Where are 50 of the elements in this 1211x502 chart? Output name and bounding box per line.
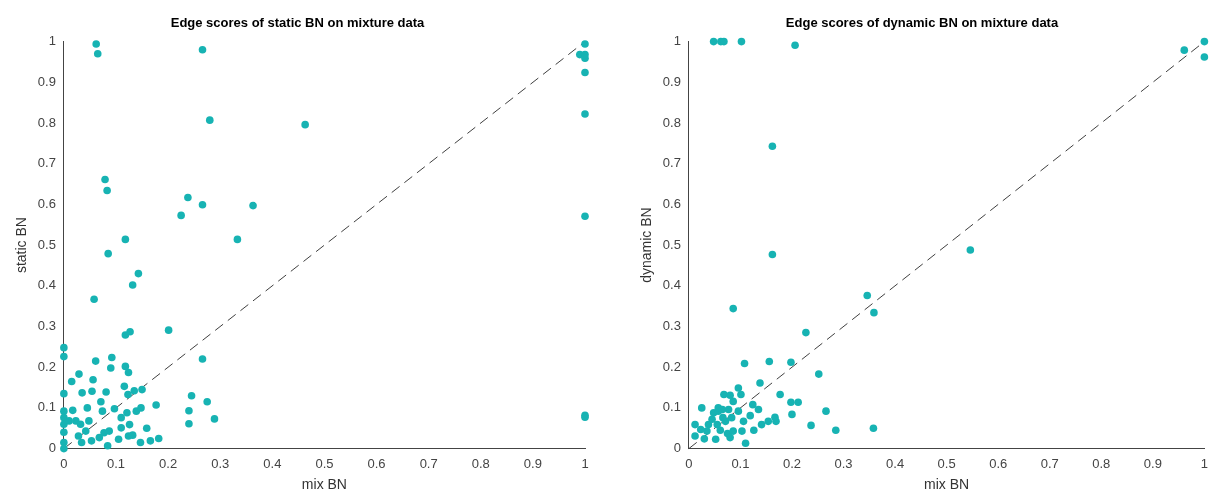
y-tick-label: 0.4 <box>662 277 681 293</box>
chart-title: Edge scores of dynamic BN on mixture data <box>785 15 1059 31</box>
x-tick-label: 0.2 <box>159 455 178 471</box>
y-axis-title: static BN <box>13 217 30 274</box>
y-tick-label: 0.3 <box>37 318 56 334</box>
y-tick-label: 0.9 <box>37 73 56 89</box>
y-tick-label: 0.9 <box>662 73 681 89</box>
y-tick-label: 0 <box>48 440 56 456</box>
x-axis-title: mix BN <box>301 476 347 493</box>
x-tick-label: 0.6 <box>989 455 1008 471</box>
x-tick-label: 0.1 <box>106 455 126 471</box>
y-tick-label: 1 <box>673 33 681 49</box>
x-tick-label: 0.3 <box>211 455 230 471</box>
y-tick-label: 0.2 <box>662 358 681 374</box>
y-tick-label: 0.6 <box>662 195 681 211</box>
y-tick-label: 0.1 <box>662 399 681 415</box>
y-tick-label: 0.1 <box>37 399 56 415</box>
y-tick-label: 0 <box>673 440 681 456</box>
x-tick-label: 0.2 <box>782 455 802 471</box>
x-tick-label: 0.7 <box>419 455 438 471</box>
x-tick-label: 0.4 <box>886 455 905 471</box>
x-tick-label: 0.5 <box>937 455 956 471</box>
y-tick-label: 0.2 <box>37 358 56 374</box>
x-tick-label: 0.7 <box>1040 455 1059 471</box>
y-tick-label: 0.3 <box>662 318 681 334</box>
y-tick-label: 0.5 <box>37 236 56 252</box>
x-tick-label: 1 <box>581 455 589 471</box>
y-tick-label: 0.7 <box>662 155 681 171</box>
y-tick-label: 0.6 <box>37 195 56 211</box>
x-tick-label: 0.5 <box>315 455 334 471</box>
x-tick-label: 1 <box>1200 455 1208 471</box>
y-tick-label: 0.8 <box>662 114 681 130</box>
x-tick-label: 0.6 <box>367 455 386 471</box>
x-tick-label: 0.9 <box>1143 455 1162 471</box>
x-tick-label: 0.3 <box>834 455 853 471</box>
y-axis-title: dynamic BN <box>638 207 655 283</box>
y-tick-label: 0.8 <box>37 114 56 130</box>
y-tick-label: 1 <box>48 33 56 49</box>
x-tick-label: 0.1 <box>731 455 750 471</box>
y-tick-label: 0.4 <box>37 277 56 293</box>
y-tick-label: 0.5 <box>662 236 681 252</box>
x-tick-label: 0 <box>685 455 693 471</box>
x-tick-label: 0 <box>60 455 68 471</box>
x-tick-label: 0.8 <box>471 455 490 471</box>
x-axis-title: mix BN <box>924 476 970 493</box>
x-tick-label: 0.8 <box>1092 455 1111 471</box>
chart-title: Edge scores of static BN on mixture data <box>170 15 426 31</box>
x-tick-label: 0.9 <box>523 455 542 471</box>
x-tick-label: 0.4 <box>263 455 282 471</box>
y-tick-label: 0.7 <box>37 155 56 171</box>
